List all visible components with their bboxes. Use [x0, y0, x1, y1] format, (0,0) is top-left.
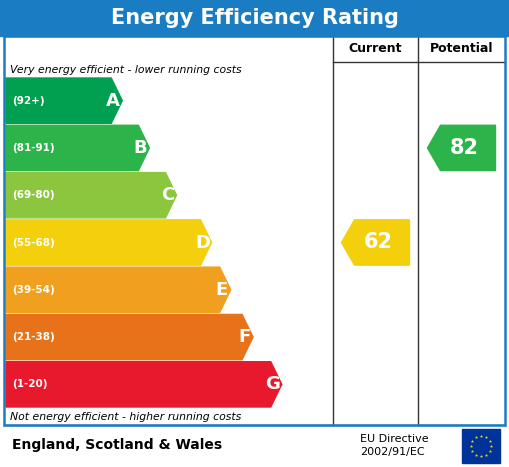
- Text: Energy Efficiency Rating: Energy Efficiency Rating: [110, 8, 399, 28]
- Bar: [462, 429, 500, 463]
- Text: (92+): (92+): [12, 96, 45, 106]
- Polygon shape: [6, 267, 231, 312]
- Polygon shape: [6, 314, 253, 360]
- Text: C: C: [161, 186, 174, 204]
- Polygon shape: [6, 78, 122, 123]
- Text: A: A: [106, 92, 120, 110]
- Text: Not energy efficient - higher running costs: Not energy efficient - higher running co…: [10, 412, 241, 422]
- Text: 2002/91/EC: 2002/91/EC: [360, 447, 425, 457]
- Text: Potential: Potential: [430, 42, 493, 56]
- Text: 82: 82: [450, 138, 479, 158]
- Polygon shape: [6, 125, 149, 170]
- Bar: [4, 36, 505, 425]
- Text: Current: Current: [349, 42, 402, 56]
- Text: England, Scotland & Wales: England, Scotland & Wales: [12, 438, 222, 452]
- Text: 62: 62: [364, 233, 393, 253]
- Text: G: G: [265, 375, 280, 393]
- Text: (39-54): (39-54): [12, 285, 55, 295]
- Text: (55-68): (55-68): [12, 238, 55, 248]
- Polygon shape: [342, 220, 410, 265]
- Polygon shape: [6, 173, 177, 218]
- Text: (69-80): (69-80): [12, 190, 54, 200]
- Polygon shape: [6, 220, 212, 265]
- Text: Very energy efficient - lower running costs: Very energy efficient - lower running co…: [10, 65, 242, 75]
- Text: (21-38): (21-38): [12, 332, 55, 342]
- Bar: [0, 0, 509, 36]
- Text: (1-20): (1-20): [12, 379, 47, 389]
- Text: F: F: [238, 328, 250, 346]
- Polygon shape: [428, 125, 495, 170]
- Text: (81-91): (81-91): [12, 143, 54, 153]
- Text: EU Directive: EU Directive: [360, 434, 429, 444]
- Text: B: B: [133, 139, 147, 157]
- Text: E: E: [216, 281, 228, 299]
- Text: D: D: [195, 234, 210, 252]
- Polygon shape: [6, 362, 282, 407]
